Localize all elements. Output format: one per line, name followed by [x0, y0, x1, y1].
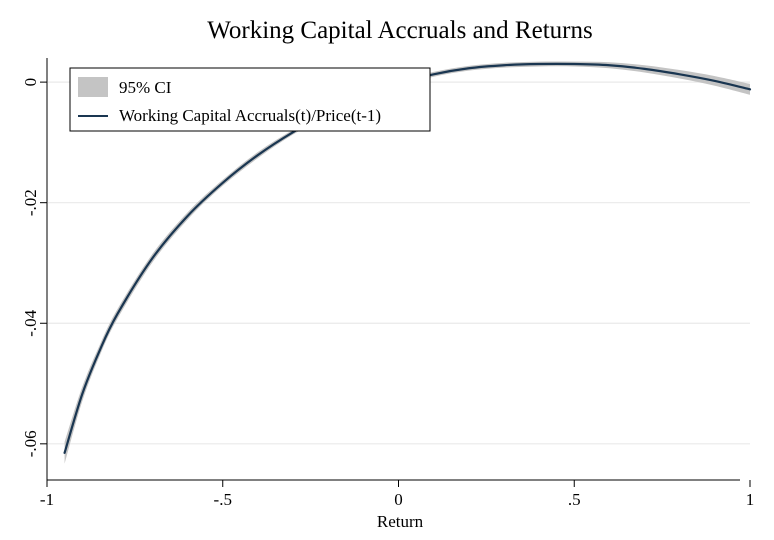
x-tick-label-4: 1 [746, 490, 755, 509]
x-axis-title: Return [377, 512, 424, 531]
legend-swatch-ci-band [78, 77, 108, 97]
axis-layer: -1 -.5 0 .5 1 0 -.02 -.04 -.06 [21, 58, 754, 509]
y-tick-label-0: 0 [21, 78, 40, 87]
x-tick-label-0: -1 [40, 490, 54, 509]
y-tick-label-3: -.06 [21, 430, 40, 457]
legend-label-ci: 95% CI [119, 78, 172, 97]
y-tick-label-1: -.02 [21, 189, 40, 216]
legend: 95% CI Working Capital Accruals(t)/Price… [69, 67, 431, 132]
legend-label-series: Working Capital Accruals(t)/Price(t-1) [119, 106, 381, 125]
x-tick-label-2: 0 [394, 490, 403, 509]
chart-title: Working Capital Accruals and Returns [207, 17, 592, 44]
x-tick-label-3: .5 [568, 490, 581, 509]
x-tick-label-1: -.5 [214, 490, 232, 509]
legend-box [69, 67, 431, 132]
y-tick-label-2: -.04 [21, 309, 40, 336]
